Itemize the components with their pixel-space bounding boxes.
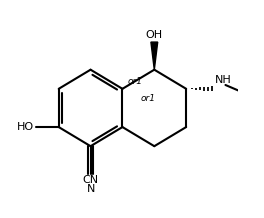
- Text: HO: HO: [17, 122, 34, 132]
- Text: or1: or1: [128, 77, 143, 86]
- Text: OH: OH: [146, 30, 163, 40]
- Text: NH: NH: [215, 75, 232, 85]
- Text: CN: CN: [83, 175, 99, 185]
- Text: or1: or1: [140, 94, 155, 103]
- Text: N: N: [86, 184, 95, 194]
- Polygon shape: [151, 42, 158, 70]
